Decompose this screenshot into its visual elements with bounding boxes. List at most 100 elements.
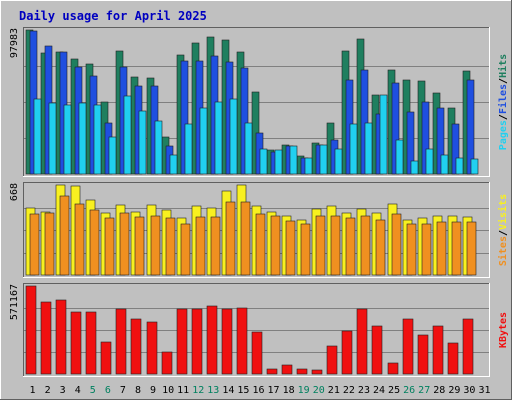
bar-sites-day-6 <box>104 217 115 276</box>
bar-kbytes-day-12 <box>191 308 203 375</box>
bar-files-day-15 <box>240 67 249 175</box>
bar-sites-day-26 <box>406 223 417 276</box>
bar-pages-day-24 <box>379 94 388 175</box>
bar-kbytes-day-7 <box>115 308 127 375</box>
bar-sites-day-14 <box>225 201 236 276</box>
bar-sites-day-29 <box>451 221 462 276</box>
panel-visits-sites: 668 Sites/Visits <box>9 182 509 278</box>
bar-pages-day-10 <box>169 154 178 175</box>
bar-pages-day-29 <box>455 157 464 175</box>
bar-kbytes-day-29 <box>447 342 459 375</box>
x-tick-label-day-26: 26 <box>403 385 415 396</box>
x-tick-label-day-23: 23 <box>358 385 370 396</box>
bar-files-day-23 <box>360 69 369 175</box>
bar-sites-day-13 <box>210 216 221 276</box>
bar-sites-day-2 <box>44 212 55 276</box>
bar-pages-day-7 <box>123 95 132 175</box>
bar-files-day-29 <box>451 123 460 175</box>
bar-kbytes-day-21 <box>326 345 338 375</box>
bar-pages-day-23 <box>364 122 373 175</box>
legend-entry: KBytes <box>498 312 509 348</box>
x-tick-label-day-4: 4 <box>75 385 81 396</box>
bar-kbytes-day-19 <box>296 368 308 375</box>
bar-pages-day-1 <box>33 98 42 175</box>
chart-title: Daily usage for April 2025 <box>19 9 207 23</box>
x-tick-label-day-6: 6 <box>105 385 111 396</box>
bar-pages-day-30 <box>470 158 479 175</box>
bar-pages-day-2 <box>48 102 57 175</box>
bar-pages-day-17 <box>274 149 283 175</box>
bar-pages-day-3 <box>63 104 72 175</box>
legend-entry: Hits <box>497 54 509 78</box>
bar-files-day-30 <box>466 79 475 175</box>
bar-kbytes-day-27 <box>417 334 429 375</box>
bar-pages-day-8 <box>138 110 147 175</box>
x-tick-label-day-11: 11 <box>177 385 189 396</box>
bar-pages-day-16 <box>259 148 268 175</box>
panel-kbytes: 571167 KBytes <box>9 283 509 377</box>
x-tick-label-day-5: 5 <box>90 385 96 396</box>
x-tick-label-day-14: 14 <box>222 385 234 396</box>
x-tick-label-day-9: 9 <box>150 385 156 396</box>
bar-pages-day-5 <box>93 104 102 175</box>
bar-pages-day-13 <box>214 101 223 175</box>
bar-kbytes-day-16 <box>251 331 263 375</box>
series-kbytes <box>25 285 474 375</box>
bar-sites-day-4 <box>74 203 85 276</box>
bar-pages-day-18 <box>289 145 298 175</box>
bar-sites-day-5 <box>89 209 100 276</box>
x-tick-label-day-24: 24 <box>373 385 385 396</box>
bar-kbytes-day-26 <box>402 318 414 375</box>
x-tick-label-day-21: 21 <box>328 385 340 396</box>
legend-entry: Pages <box>498 120 509 150</box>
bar-kbytes-day-2 <box>40 301 52 375</box>
bar-sites-day-12 <box>195 216 206 276</box>
bar-kbytes-day-13 <box>206 305 218 375</box>
bar-kbytes-day-14 <box>221 308 233 375</box>
bar-pages-day-6 <box>108 136 117 175</box>
x-tick-label-day-1: 1 <box>30 385 36 396</box>
x-tick-label-day-25: 25 <box>388 385 400 396</box>
x-tick-label-day-13: 13 <box>207 385 219 396</box>
x-tick-label-day-22: 22 <box>343 385 355 396</box>
x-axis-day-labels: 1 2 3 4 5 6 7 8 9 10 11 12 13 14 15 16 17 18 19 20 21 22 23 24 2… <box>30 385 491 396</box>
bar-pages-day-22 <box>349 123 358 175</box>
bar-pages-day-28 <box>440 154 449 175</box>
bar-sites-day-22 <box>345 217 356 276</box>
bar-pages-day-20 <box>319 144 328 175</box>
x-tick-label-day-10: 10 <box>162 385 174 396</box>
x-tick-label-day-3: 3 <box>60 385 66 396</box>
bar-pages-day-12 <box>199 107 208 175</box>
series-files <box>29 30 475 175</box>
bar-kbytes-day-22 <box>341 330 353 375</box>
legend-entry: Visits <box>497 194 509 230</box>
legend-separator: / <box>498 230 509 236</box>
bar-kbytes-day-9 <box>146 321 158 375</box>
bar-pages-day-21 <box>334 148 343 175</box>
bar-files-day-25 <box>391 82 400 175</box>
x-tick-label-day-2: 2 <box>45 385 51 396</box>
bar-kbytes-day-15 <box>236 307 248 375</box>
bar-sites-day-20 <box>315 215 326 276</box>
x-tick-label-day-29: 29 <box>448 385 460 396</box>
x-tick-label-day-19: 19 <box>298 385 310 396</box>
x-tick-label-day-8: 8 <box>135 385 141 396</box>
legend-entry: Sites <box>497 236 509 266</box>
x-tick-label-day-17: 17 <box>268 385 280 396</box>
panel-legend: Pages/Files/Hits <box>497 54 509 150</box>
panel-legend: KBytes <box>498 312 509 348</box>
legend-separator: / <box>498 78 509 84</box>
bar-sites-day-11 <box>180 223 191 276</box>
bar-sites-day-21 <box>330 215 341 276</box>
bar-pages-day-14 <box>229 98 238 175</box>
bar-files-day-26 <box>406 111 415 175</box>
bar-pages-day-19 <box>304 157 313 175</box>
panel-max-label: 571167 <box>9 284 20 320</box>
bar-pages-day-4 <box>78 102 87 175</box>
bar-pages-day-9 <box>154 120 163 175</box>
bar-kbytes-day-25 <box>387 362 399 375</box>
bar-kbytes-day-23 <box>356 308 368 375</box>
legend-entry: Files <box>497 84 509 114</box>
